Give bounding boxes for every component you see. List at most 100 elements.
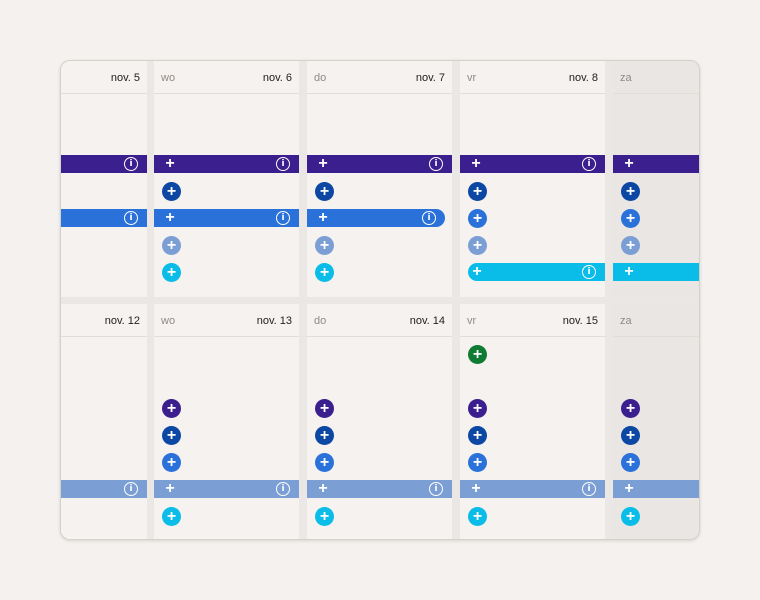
info-icon[interactable]: i <box>124 211 138 225</box>
plus-icon[interactable]: + <box>318 155 328 172</box>
event-bar[interactable]: + i <box>154 155 299 173</box>
add-event-button[interactable]: + <box>162 236 181 255</box>
day-name: do <box>314 315 327 327</box>
event-bar[interactable]: + <box>613 263 699 281</box>
day-name: do <box>314 72 327 84</box>
event-bar[interactable]: + i <box>460 480 605 498</box>
add-event-button[interactable]: + <box>315 182 334 201</box>
add-event-button[interactable]: + <box>162 399 181 418</box>
day-date: nov. 6 <box>262 72 292 84</box>
info-icon[interactable]: i <box>582 482 596 496</box>
add-event-button[interactable]: + <box>315 426 334 445</box>
plus-icon[interactable]: + <box>165 155 175 172</box>
event-bar[interactable]: + i <box>154 209 299 227</box>
event-bar[interactable]: i <box>61 209 147 227</box>
add-event-button[interactable]: + <box>468 507 487 526</box>
day-column: za <box>613 61 699 297</box>
event-bar[interactable]: + i <box>154 480 299 498</box>
info-icon[interactable]: i <box>276 157 290 171</box>
add-event-button[interactable]: + <box>162 182 181 201</box>
event-bar[interactable]: + i <box>307 155 452 173</box>
info-icon[interactable]: i <box>429 482 443 496</box>
day-column: za <box>613 304 699 539</box>
plus-icon[interactable]: + <box>318 480 328 497</box>
add-event-button[interactable]: + <box>468 182 487 201</box>
day-header: wo nov. 6 <box>154 61 299 94</box>
day-column: nov. 12 <box>61 304 147 539</box>
info-icon[interactable]: i <box>582 157 596 171</box>
add-event-button[interactable]: + <box>621 507 640 526</box>
day-date: nov. 8 <box>568 72 598 84</box>
info-icon[interactable]: i <box>276 211 290 225</box>
add-event-button[interactable]: + <box>621 426 640 445</box>
info-icon[interactable]: i <box>124 157 138 171</box>
event-bar[interactable]: + i <box>307 209 445 227</box>
add-event-button[interactable]: + <box>621 209 640 228</box>
info-icon[interactable]: i <box>422 211 436 225</box>
add-event-button[interactable]: + <box>162 263 181 282</box>
plus-icon[interactable]: + <box>472 263 482 280</box>
add-event-button[interactable]: + <box>621 453 640 472</box>
event-bar[interactable]: + i <box>307 480 452 498</box>
plus-icon[interactable]: + <box>165 209 175 226</box>
add-event-button[interactable]: + <box>315 263 334 282</box>
day-column: vr nov. 15 <box>460 304 605 539</box>
day-name: vr <box>467 315 477 327</box>
add-event-button[interactable]: + <box>621 236 640 255</box>
day-name: wo <box>161 315 176 327</box>
day-column: do nov. 14 <box>307 304 452 539</box>
event-bar[interactable]: + <box>613 155 699 173</box>
add-event-button[interactable]: + <box>468 236 487 255</box>
add-event-button[interactable]: + <box>621 182 640 201</box>
add-event-button[interactable]: + <box>468 345 487 364</box>
day-name: wo <box>161 72 176 84</box>
info-icon[interactable]: i <box>582 265 596 279</box>
day-date: nov. 13 <box>256 315 292 327</box>
add-event-button[interactable]: + <box>468 426 487 445</box>
add-event-button[interactable]: + <box>315 453 334 472</box>
plus-icon[interactable]: + <box>318 209 328 226</box>
day-header: do nov. 14 <box>307 304 452 337</box>
event-bar[interactable]: i <box>61 480 147 498</box>
add-event-button[interactable]: + <box>315 236 334 255</box>
event-bar[interactable]: + <box>613 480 699 498</box>
add-event-button[interactable]: + <box>468 399 487 418</box>
day-header: nov. 5 <box>61 61 147 94</box>
day-header: za <box>613 304 699 337</box>
info-icon[interactable]: i <box>276 482 290 496</box>
day-date: nov. 15 <box>562 315 598 327</box>
day-name: vr <box>467 72 477 84</box>
add-event-button[interactable]: + <box>468 453 487 472</box>
add-event-button[interactable]: + <box>315 507 334 526</box>
info-icon[interactable]: i <box>124 482 138 496</box>
add-event-button[interactable]: + <box>162 426 181 445</box>
event-bar[interactable]: i <box>61 155 147 173</box>
info-icon[interactable]: i <box>429 157 443 171</box>
add-event-button[interactable]: + <box>162 453 181 472</box>
event-bar[interactable]: + i <box>468 263 605 281</box>
plus-icon[interactable]: + <box>471 155 481 172</box>
add-event-button[interactable]: + <box>162 507 181 526</box>
day-column: nov. 5 <box>61 61 147 297</box>
day-header: vr nov. 8 <box>460 61 605 94</box>
plus-icon[interactable]: + <box>624 480 634 497</box>
day-header: wo nov. 13 <box>154 304 299 337</box>
calendar-card: nov. 5 wo nov. 6 do nov. 7 vr nov. 8 za … <box>60 60 700 540</box>
day-date: nov. 14 <box>409 315 445 327</box>
add-event-button[interactable]: + <box>315 399 334 418</box>
day-header: do nov. 7 <box>307 61 452 94</box>
add-event-button[interactable]: + <box>621 399 640 418</box>
day-column: do nov. 7 <box>307 61 452 297</box>
plus-icon[interactable]: + <box>471 480 481 497</box>
plus-icon[interactable]: + <box>624 263 634 280</box>
plus-icon[interactable]: + <box>624 155 634 172</box>
plus-icon[interactable]: + <box>165 480 175 497</box>
day-column: wo nov. 13 <box>154 304 299 539</box>
day-date: nov. 7 <box>415 72 445 84</box>
day-date: nov. 12 <box>104 315 140 327</box>
day-column: vr nov. 8 <box>460 61 605 297</box>
day-name: za <box>620 315 632 327</box>
event-bar[interactable]: + i <box>460 155 605 173</box>
add-event-button[interactable]: + <box>468 209 487 228</box>
day-column: wo nov. 6 <box>154 61 299 297</box>
